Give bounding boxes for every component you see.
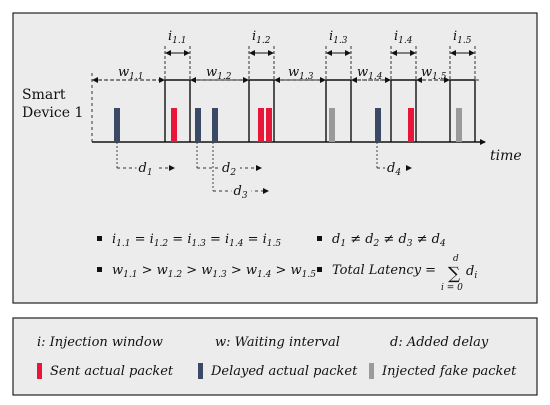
waiting-interval-4: w1.4	[351, 65, 391, 83]
delayed-packet-8	[375, 108, 381, 142]
window-label-4: i1.4	[394, 29, 413, 46]
equation-1: i1.1 = i1.2 = i1.3 = i1.4 = i1.5	[97, 232, 281, 249]
window-label-5: i1.5	[453, 29, 472, 46]
delay-label-2: d2	[222, 161, 236, 178]
svg-text:i1.1 = i1.2 = i1.3 = i1.4 = i1: i1.1 = i1.2 = i1.3 = i1.4 = i1.5	[112, 232, 281, 249]
total-latency-label: Total Latency =	[332, 263, 436, 278]
sent-packet-2	[171, 108, 177, 142]
sum-term: di	[466, 264, 477, 281]
fake-packet-swatch	[369, 363, 374, 379]
sent-packet-swatch	[37, 363, 42, 379]
legend-waiting: w: Waiting interval	[215, 334, 340, 350]
delay-label-4: d4	[387, 161, 401, 178]
window-label-3: i1.3	[329, 29, 348, 46]
legend-panel	[12, 317, 538, 396]
legend-added: d: Added delay	[390, 334, 489, 350]
sent-packet-5	[258, 108, 264, 142]
equation-2: w1.1 > w1.2 > w1.3 > w1.4 > w1.5	[97, 263, 316, 280]
delayed-packet-4	[212, 108, 218, 142]
added-delay-3: d3	[212, 142, 269, 201]
injection-window-4: i1.4	[390, 29, 417, 142]
sum-symbol: ∑	[448, 264, 460, 284]
sum-upper: d	[453, 254, 459, 264]
svg-text:d1 ≠ d2 ≠ d3 ≠ d4: d1 ≠ d2 ≠ d3 ≠ d4	[332, 232, 446, 249]
delay-label-1: d1	[139, 161, 153, 178]
delayed-packet-swatch	[198, 363, 203, 379]
injection-window-5: i1.5	[449, 29, 476, 142]
sent-packet-6	[266, 108, 272, 142]
delayed-packet-1	[114, 108, 120, 142]
injection-window-1: i1.1	[164, 29, 191, 142]
legend-sent: Sent actual packet	[37, 360, 173, 382]
delay-label-3: d3	[234, 184, 248, 201]
legend-injection: i: Injection window	[37, 334, 163, 350]
interval-label-1: w1.1	[118, 65, 143, 82]
waiting-interval-2: w1.2	[190, 65, 249, 83]
equation-4: Total Latency = d ∑ i = 0 di	[317, 254, 477, 293]
interval-label-5: w1.5	[421, 65, 447, 82]
interval-label-3: w1.3	[288, 65, 314, 82]
bullet	[317, 267, 322, 272]
waiting-interval-5: w1.5	[416, 65, 450, 83]
window-label-1: i1.1	[168, 29, 187, 46]
time-axis-label: time	[490, 148, 522, 164]
bullet	[317, 236, 322, 241]
legend-fake: Injected fake packet	[369, 360, 516, 382]
equation-3: d1 ≠ d2 ≠ d3 ≠ d4	[317, 232, 446, 249]
device-label-line1: Smart	[22, 87, 66, 103]
sum-lower: i = 0	[441, 283, 463, 293]
bullet	[97, 267, 102, 272]
svg-text:w1.1 > w1.2 > w1.3 > w1.4 > w1: w1.1 > w1.2 > w1.3 > w1.4 > w1.5	[112, 263, 316, 280]
waiting-interval-3: w1.3	[274, 65, 326, 83]
added-delay-4: d4	[376, 142, 412, 178]
window-label-2: i1.2	[252, 29, 271, 46]
injection-window-2: i1.2	[248, 29, 275, 142]
bullet	[97, 236, 102, 241]
fake-packet-7	[329, 108, 335, 142]
sent-packet-9	[408, 108, 414, 142]
device-label-line2: Device 1	[22, 105, 83, 121]
waiting-interval-1: w1.1	[92, 65, 165, 83]
interval-label-4: w1.4	[357, 65, 383, 82]
fake-packet-10	[456, 108, 462, 142]
interval-label-2: w1.2	[206, 65, 232, 82]
injection-window-3: i1.3	[325, 29, 352, 142]
legend-delayed: Delayed actual packet	[198, 360, 357, 382]
delayed-packet-3	[195, 108, 201, 142]
added-delay-2: d2	[196, 142, 262, 178]
added-delay-1: d1	[116, 142, 175, 178]
